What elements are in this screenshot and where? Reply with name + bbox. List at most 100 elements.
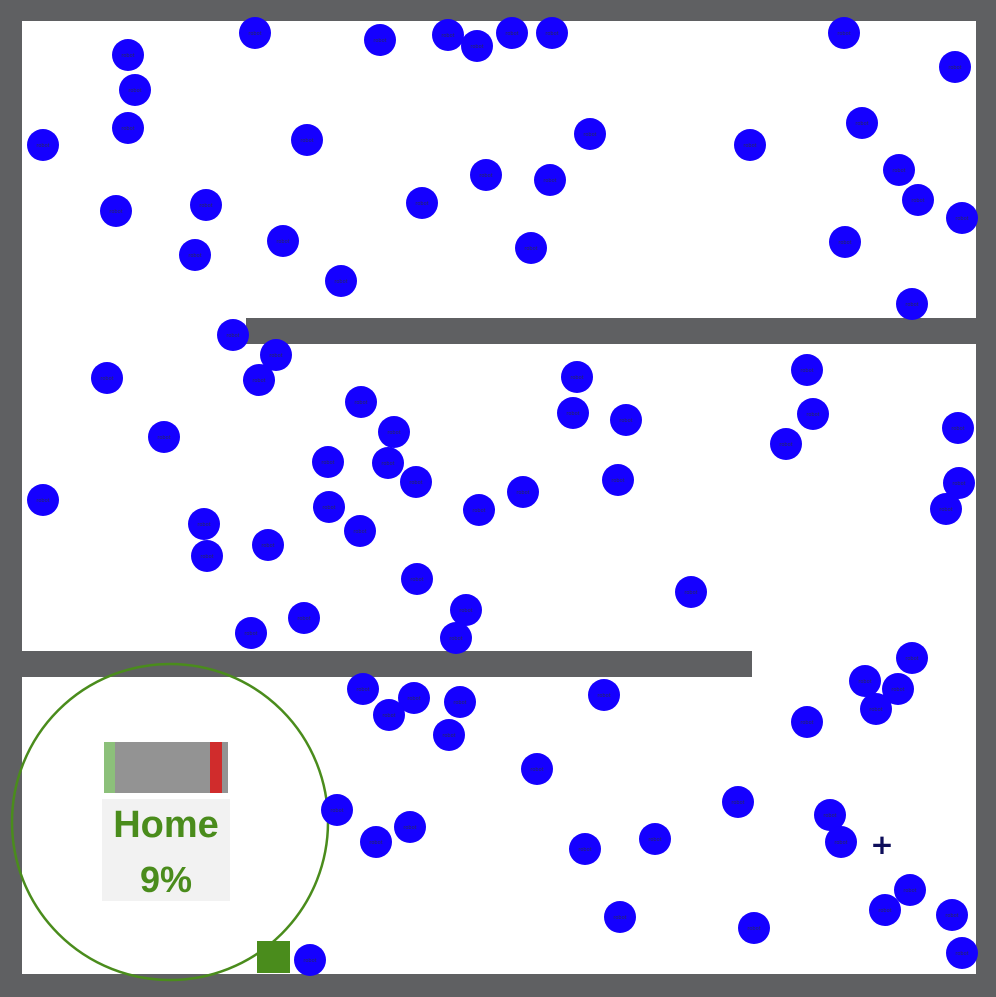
robot-ball: robot	[291, 124, 323, 156]
robot-ball-label: robot	[322, 505, 335, 511]
robot-ball: robot	[846, 107, 878, 139]
robot-ball-label: robot	[356, 687, 369, 693]
robot-ball-body	[372, 447, 404, 479]
robot-ball-body	[610, 404, 642, 436]
robot-ball-body	[602, 464, 634, 496]
robot-ball-label: robot	[613, 915, 626, 921]
robot-ball-label: robot	[952, 481, 965, 487]
robot-ball-body	[496, 17, 528, 49]
robot-ball: robot	[734, 129, 766, 161]
robot-ball-body	[896, 288, 928, 320]
robot-ball: robot	[294, 944, 326, 976]
robot-ball-label: robot	[442, 733, 455, 739]
robot-ball: robot	[239, 17, 271, 49]
robot-ball-label: robot	[838, 240, 851, 246]
robot-ball-label: robot	[684, 590, 697, 596]
robot-ball-body	[91, 362, 123, 394]
robot-ball: robot	[939, 51, 971, 83]
robot-ball: robot	[902, 184, 934, 216]
robot-ball-label: robot	[459, 608, 472, 614]
robot-ball-body	[179, 239, 211, 271]
player-square[interactable]	[257, 941, 290, 973]
robot-ball-label: robot	[128, 88, 141, 94]
robot-ball-label: robot	[303, 958, 316, 964]
home-title: Home	[113, 804, 219, 846]
robot-ball: robot	[394, 811, 426, 843]
robot-ball-label: robot	[200, 554, 213, 560]
robot-ball-body	[507, 476, 539, 508]
robot-ball: robot	[364, 24, 396, 56]
robot-ball-label: robot	[955, 216, 968, 222]
robot-ball: robot	[814, 799, 846, 831]
robot-ball-label: robot	[449, 636, 462, 642]
robot-ball: robot	[675, 576, 707, 608]
robot-ball-label: robot	[36, 143, 49, 149]
robot-ball: robot	[312, 446, 344, 478]
robot-ball-label: robot	[570, 375, 583, 381]
robot-ball: robot	[894, 874, 926, 906]
robot-ball: robot	[770, 428, 802, 460]
robot-ball-label: robot	[731, 800, 744, 806]
robot-ball: robot	[639, 823, 671, 855]
robot-ball: robot	[738, 912, 770, 944]
robot-ball-label: robot	[911, 198, 924, 204]
robot-ball: robot	[217, 319, 249, 351]
robot-ball: robot	[360, 826, 392, 858]
robot-ball-body	[345, 386, 377, 418]
robot-ball: robot	[27, 129, 59, 161]
robot-ball-label: robot	[948, 65, 961, 71]
robot-ball-label: robot	[369, 840, 382, 846]
robot-ball-label: robot	[330, 808, 343, 814]
robot-ball: robot	[588, 679, 620, 711]
robot-ball-body	[722, 786, 754, 818]
robot-ball-label: robot	[244, 631, 257, 637]
robot-ball: robot	[91, 362, 123, 394]
robot-ball-body	[461, 30, 493, 62]
robot-ball-body	[444, 686, 476, 718]
robot-ball: robot	[461, 30, 493, 62]
robot-ball-body	[291, 124, 323, 156]
robot-ball-label: robot	[747, 926, 760, 932]
robot-ball-body	[252, 529, 284, 561]
robot-ball-label: robot	[410, 577, 423, 583]
robot-ball-body	[882, 673, 914, 705]
home-percent: 9%	[140, 859, 192, 900]
robot-ball-body	[27, 129, 59, 161]
robot-ball: robot	[432, 19, 464, 51]
robot-ball: robot	[496, 17, 528, 49]
robot-ball: robot	[557, 397, 589, 429]
robot-ball-label: robot	[276, 239, 289, 245]
robot-ball-body	[946, 202, 978, 234]
robot-ball-body	[148, 421, 180, 453]
robot-ball-body	[235, 617, 267, 649]
robot-ball-label: robot	[619, 418, 632, 424]
robot-ball-label: robot	[441, 33, 454, 39]
robot-ball-body	[639, 823, 671, 855]
robot-ball: robot	[378, 416, 410, 448]
robot-ball-body	[27, 484, 59, 516]
robot-ball-body	[406, 187, 438, 219]
robot-ball-label: robot	[157, 435, 170, 441]
robot-ball-label: robot	[955, 951, 968, 957]
robot-ball-body	[943, 467, 975, 499]
robot-ball-body	[260, 339, 292, 371]
robot-ball: robot	[943, 467, 975, 499]
robot-ball-label: robot	[334, 279, 347, 285]
robot-ball: robot	[188, 508, 220, 540]
robot-ball-body	[849, 665, 881, 697]
robot-ball-body	[604, 901, 636, 933]
robot-ball-label: robot	[611, 478, 624, 484]
robot-ball-body	[344, 515, 376, 547]
robot-ball-body	[536, 17, 568, 49]
robot-ball-body	[930, 493, 962, 525]
robot-ball: robot	[828, 17, 860, 49]
robot-ball-body	[869, 894, 901, 926]
robot-ball: robot	[450, 594, 482, 626]
robot-ball: robot	[112, 39, 144, 71]
robot-ball-body	[217, 319, 249, 351]
robot-ball: robot	[179, 239, 211, 271]
robot-ball-body	[894, 874, 926, 906]
robot-ball: robot	[602, 464, 634, 496]
robot-ball-label: robot	[516, 490, 529, 496]
